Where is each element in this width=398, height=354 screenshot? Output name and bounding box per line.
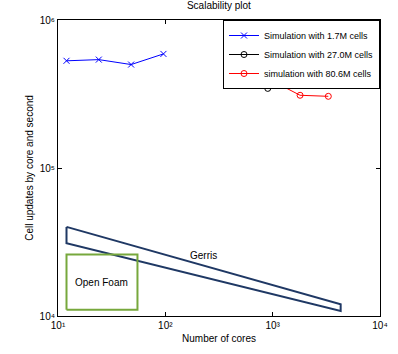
svg-text:simulation with 80.6M cells: simulation with 80.6M cells xyxy=(264,69,372,79)
svg-text:10⁴: 10⁴ xyxy=(372,320,387,331)
svg-text:Number of cores: Number of cores xyxy=(182,333,256,344)
svg-text:10⁶: 10⁶ xyxy=(40,15,55,26)
svg-text:Open Foam: Open Foam xyxy=(75,277,128,288)
svg-text:Simulation with 1.7M cells: Simulation with 1.7M cells xyxy=(264,31,368,41)
svg-text:Scalability plot: Scalability plot xyxy=(187,0,251,11)
svg-text:10⁵: 10⁵ xyxy=(40,163,55,174)
svg-text:10¹: 10¹ xyxy=(51,320,66,331)
svg-text:10²: 10² xyxy=(158,320,173,331)
svg-text:Simulation with 27.0M cells: Simulation with 27.0M cells xyxy=(264,50,373,60)
svg-text:10³: 10³ xyxy=(265,320,280,331)
svg-text:Gerris: Gerris xyxy=(190,250,217,261)
svg-text:Cell updates by core and secon: Cell updates by core and second xyxy=(24,95,35,241)
svg-text:10⁴: 10⁴ xyxy=(40,311,55,322)
